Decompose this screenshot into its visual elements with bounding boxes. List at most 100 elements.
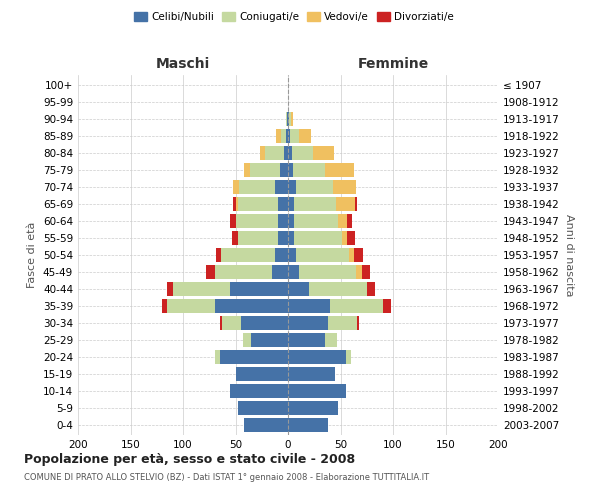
Bar xyxy=(295,197,337,212)
Bar xyxy=(238,400,288,415)
Bar xyxy=(272,265,288,279)
Bar xyxy=(293,163,325,178)
Bar xyxy=(325,163,354,178)
Bar xyxy=(233,180,239,194)
Bar xyxy=(222,316,241,330)
Bar xyxy=(288,112,289,126)
Bar xyxy=(277,214,288,228)
Bar xyxy=(290,129,299,144)
Bar xyxy=(251,332,288,347)
Bar xyxy=(313,146,334,160)
Bar xyxy=(361,265,370,279)
Bar xyxy=(286,112,287,126)
Bar xyxy=(284,146,288,160)
Bar xyxy=(287,112,288,126)
Bar xyxy=(233,197,235,212)
Bar xyxy=(295,214,338,228)
Bar xyxy=(167,298,215,313)
Bar xyxy=(347,214,352,228)
Bar xyxy=(367,282,375,296)
Bar xyxy=(244,418,288,432)
Text: Maschi: Maschi xyxy=(156,57,210,71)
Bar xyxy=(167,282,173,296)
Bar xyxy=(215,265,272,279)
Bar xyxy=(309,282,367,296)
Bar xyxy=(288,163,293,178)
Bar xyxy=(288,384,346,398)
Bar xyxy=(288,332,325,347)
Bar xyxy=(288,366,335,381)
Bar xyxy=(281,129,286,144)
Y-axis label: Anni di nascita: Anni di nascita xyxy=(563,214,574,296)
Bar xyxy=(286,129,288,144)
Bar xyxy=(333,180,356,194)
Bar xyxy=(275,248,288,262)
Bar xyxy=(243,332,251,347)
Bar xyxy=(288,418,328,432)
Bar xyxy=(277,231,288,245)
Bar xyxy=(355,197,358,212)
Bar xyxy=(221,248,275,262)
Bar xyxy=(288,146,292,160)
Bar xyxy=(291,112,293,126)
Text: Femmine: Femmine xyxy=(358,57,428,71)
Bar xyxy=(288,400,338,415)
Bar xyxy=(349,248,354,262)
Bar xyxy=(288,350,346,364)
Bar xyxy=(230,384,288,398)
Bar xyxy=(338,214,347,228)
Bar xyxy=(296,248,349,262)
Bar xyxy=(215,350,220,364)
Bar xyxy=(230,282,288,296)
Bar xyxy=(292,146,313,160)
Bar xyxy=(358,316,359,330)
Bar xyxy=(277,197,288,212)
Bar xyxy=(162,298,167,313)
Bar xyxy=(220,316,222,330)
Text: Popolazione per età, sesso e stato civile - 2008: Popolazione per età, sesso e stato civil… xyxy=(24,452,355,466)
Bar xyxy=(337,197,355,212)
Bar xyxy=(230,214,235,228)
Bar xyxy=(288,248,296,262)
Bar xyxy=(244,163,250,178)
Bar xyxy=(341,231,347,245)
Legend: Celibi/Nubili, Coniugati/e, Vedovi/e, Divorziati/e: Celibi/Nubili, Coniugati/e, Vedovi/e, Di… xyxy=(130,8,458,26)
Bar xyxy=(328,316,358,330)
Bar xyxy=(235,197,238,212)
Bar xyxy=(288,231,295,245)
Bar xyxy=(215,248,221,262)
Bar xyxy=(206,265,215,279)
Bar xyxy=(265,146,284,160)
Bar xyxy=(288,180,296,194)
Bar xyxy=(299,265,356,279)
Bar xyxy=(330,298,383,313)
Bar xyxy=(288,129,290,144)
Bar xyxy=(215,298,288,313)
Bar xyxy=(235,366,288,381)
Text: COMUNE DI PRATO ALLO STELVIO (BZ) - Dati ISTAT 1° gennaio 2008 - Elaborazione TU: COMUNE DI PRATO ALLO STELVIO (BZ) - Dati… xyxy=(24,472,429,482)
Bar xyxy=(289,112,291,126)
Bar xyxy=(288,282,309,296)
Bar xyxy=(238,231,277,245)
Bar xyxy=(347,231,355,245)
Bar xyxy=(354,248,362,262)
Y-axis label: Fasce di età: Fasce di età xyxy=(28,222,37,288)
Bar xyxy=(288,265,299,279)
Bar xyxy=(239,180,275,194)
Bar xyxy=(173,282,230,296)
Bar xyxy=(296,180,333,194)
Bar xyxy=(260,146,265,160)
Bar xyxy=(220,350,288,364)
Bar xyxy=(288,214,295,228)
Bar xyxy=(238,197,277,212)
Bar xyxy=(346,350,351,364)
Bar xyxy=(383,298,391,313)
Bar xyxy=(235,214,277,228)
Bar xyxy=(232,231,238,245)
Bar xyxy=(325,332,337,347)
Bar xyxy=(277,129,281,144)
Bar xyxy=(288,316,328,330)
Bar xyxy=(275,180,288,194)
Bar xyxy=(250,163,280,178)
Bar xyxy=(299,129,311,144)
